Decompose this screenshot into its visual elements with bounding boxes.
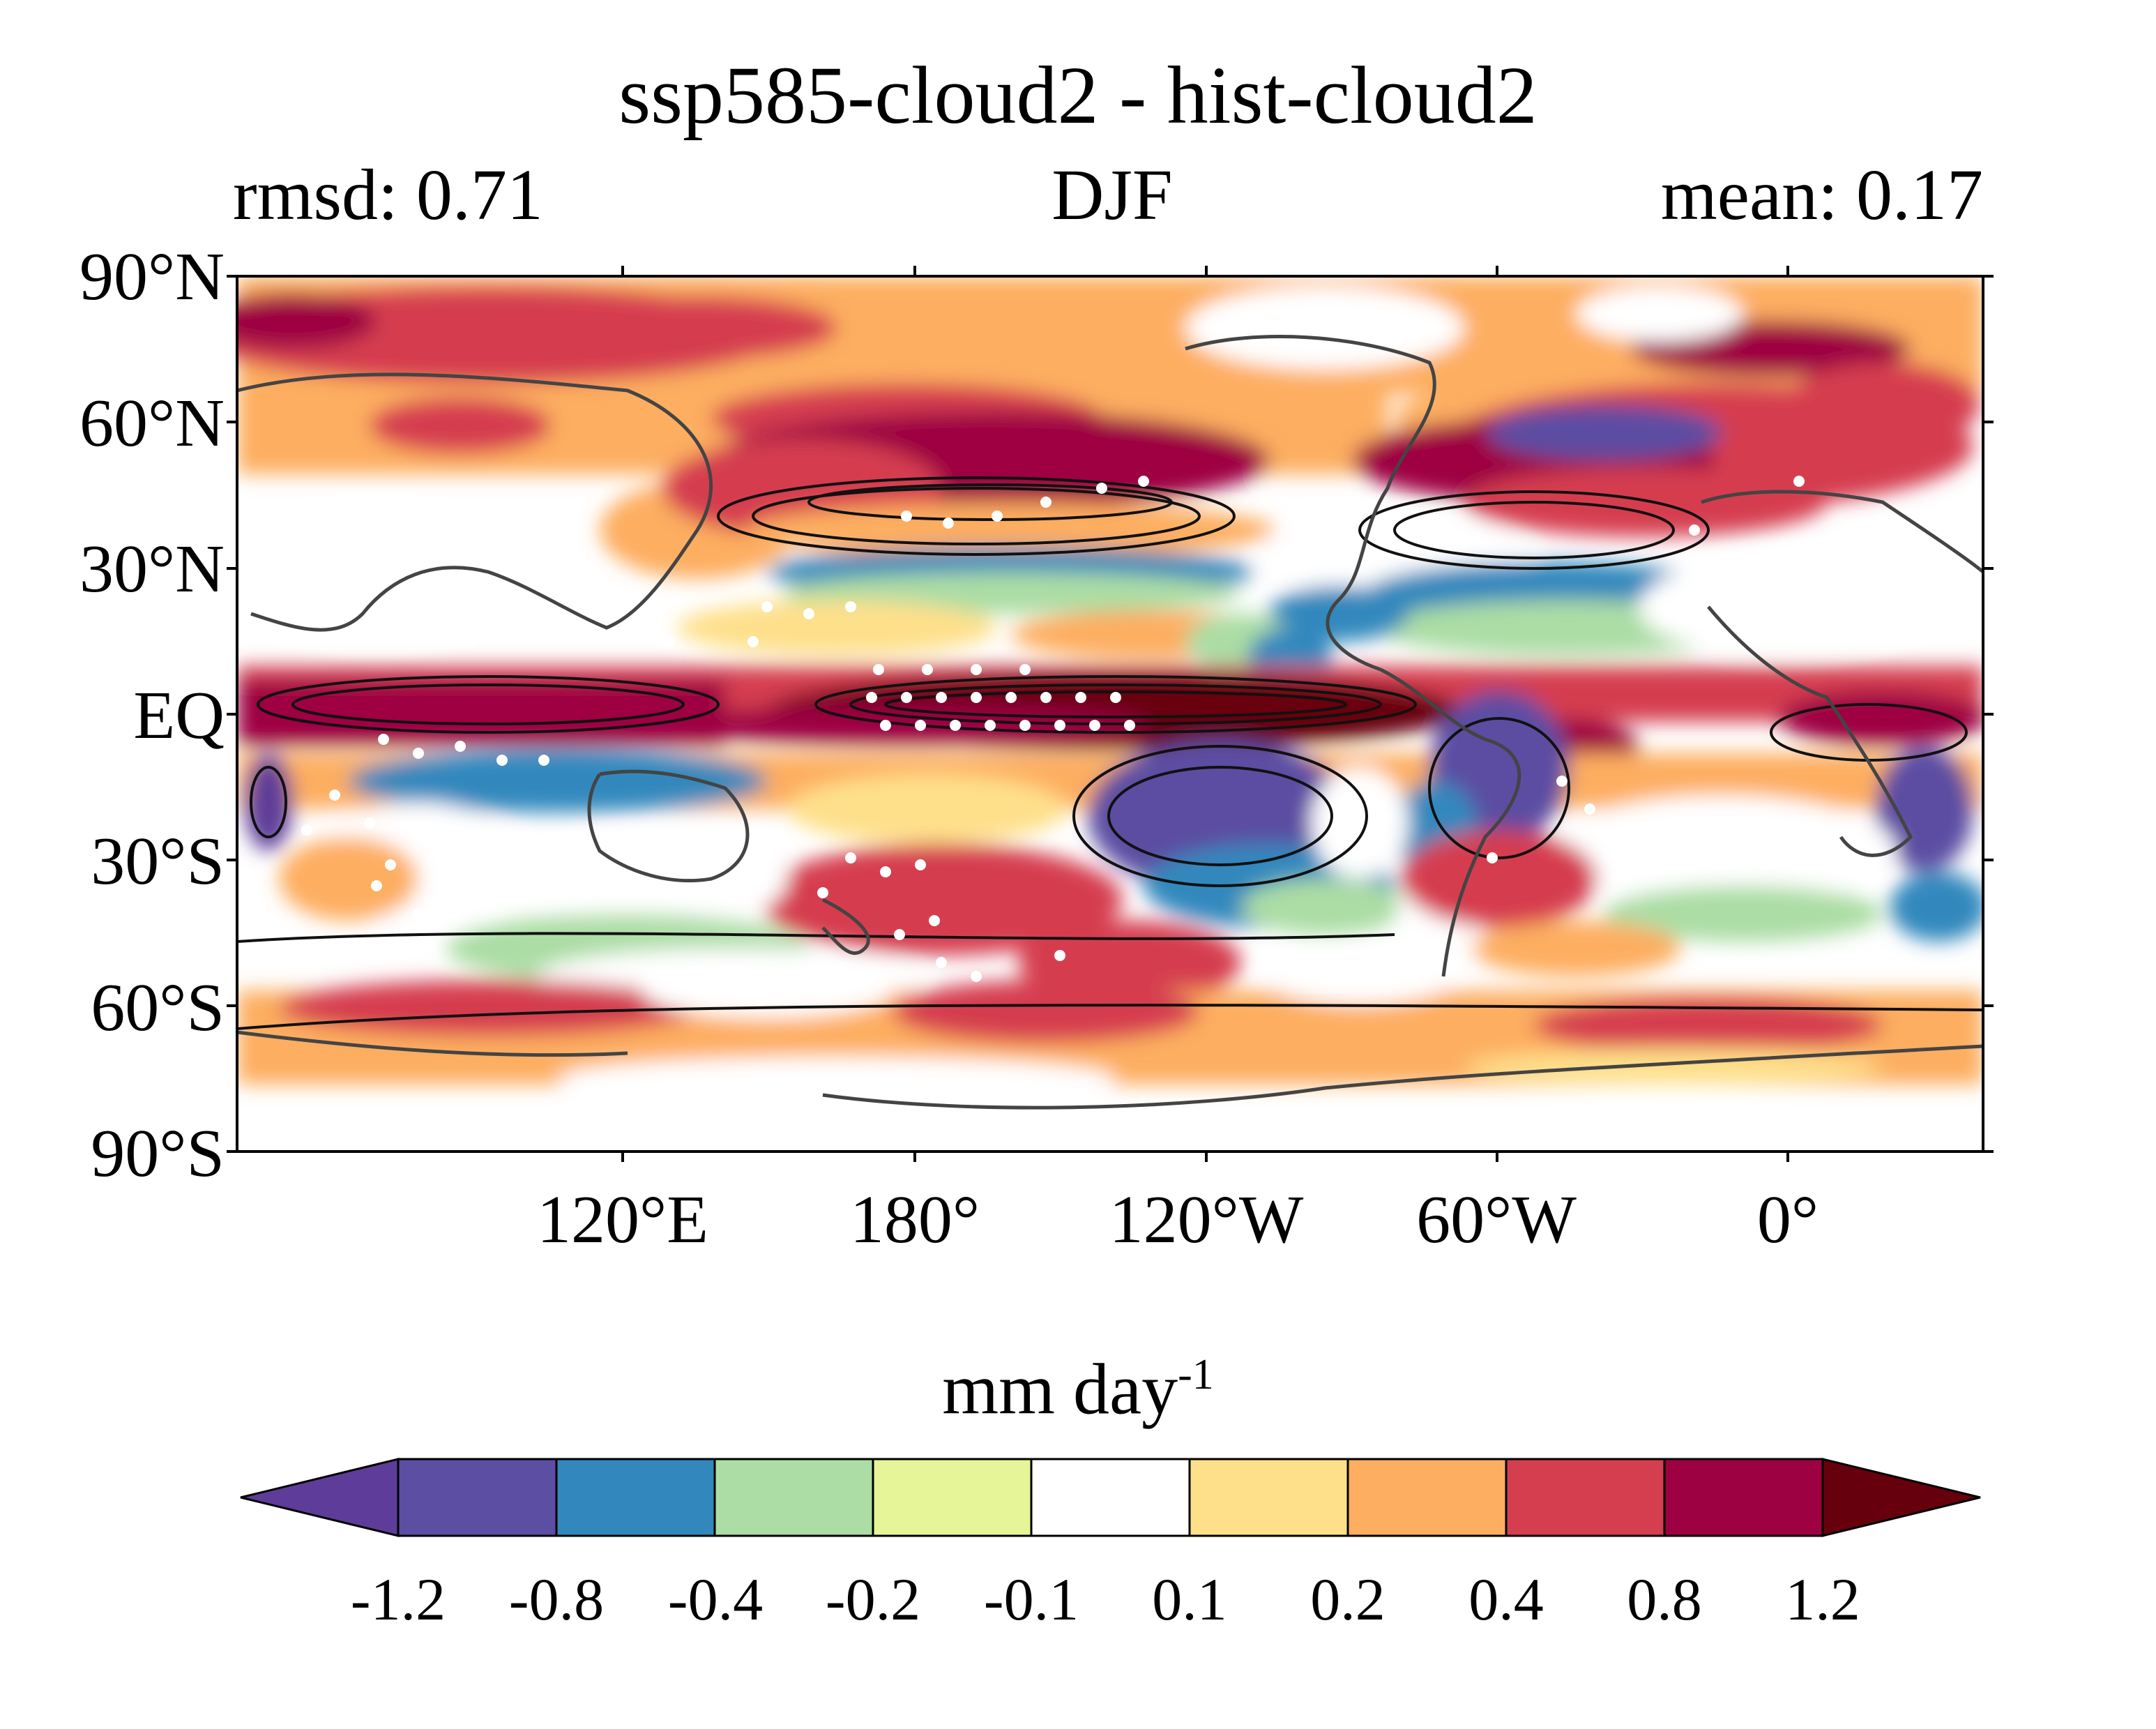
colorbar-segment [1505, 1458, 1666, 1537]
colorbar-segment [1346, 1458, 1508, 1537]
colorbar-tick-label: 1.2 [1785, 1566, 1860, 1633]
colorbar-tick-label: 0.4 [1468, 1566, 1544, 1633]
colorbar-under-triangle [240, 1458, 400, 1537]
lon-tick-label-120e: 120°E [536, 1182, 709, 1258]
lon-tick-label-180: 180° [849, 1182, 980, 1258]
colorbar-segment [1663, 1458, 1824, 1537]
axis-ticks [227, 266, 1994, 1162]
colorbar-tick-label: 0.8 [1627, 1566, 1702, 1633]
colorbar-tick-label: -0.4 [667, 1566, 764, 1633]
colorbar-tick-label: 0.2 [1310, 1566, 1386, 1633]
map-field [237, 276, 1983, 1152]
lat-tick-label-30n: 30°N [79, 531, 225, 607]
colorbar-segment [1188, 1458, 1349, 1537]
unit-exponent: -1 [1178, 1351, 1214, 1398]
lat-tick-label-30s: 30°S [91, 824, 225, 899]
colorbar-segment [555, 1458, 716, 1537]
colorbar-tick-label: -1.2 [350, 1566, 446, 1633]
colorbar-unit-label: mm day-1 [0, 1353, 2156, 1426]
map-title: ssp585-cloud2 - hist-cloud2 [618, 50, 1538, 141]
lat-tick-label-eq: EQ [133, 678, 225, 753]
lon-tick-label-60w: 60°W [1416, 1182, 1577, 1258]
colorbar-tick-label: -0.2 [825, 1566, 921, 1633]
colorbar-tick-label: -0.8 [508, 1566, 605, 1633]
lat-tick-label-60n: 60°N [79, 386, 225, 461]
colorbar-segment [1030, 1458, 1191, 1537]
colorbar-tick-label: 0.1 [1152, 1566, 1227, 1633]
lat-tick-label-60s: 60°S [91, 970, 225, 1045]
contour-lines [237, 476, 1983, 1030]
coastlines [237, 335, 1983, 1110]
colorbar-segment [397, 1458, 558, 1537]
lat-tick-label-90n: 90°N [79, 239, 225, 315]
unit-base: mm day [942, 1349, 1178, 1430]
colorbar-over-triangle [1821, 1458, 1981, 1537]
colorbar-tick-label: -0.1 [983, 1566, 1079, 1633]
mean-label: mean: 0.17 [1660, 155, 1983, 235]
lon-tick-label-120w: 120°W [1109, 1182, 1304, 1258]
lat-tick-label-90s: 90°S [91, 1116, 225, 1191]
colorbar-segment [872, 1458, 1033, 1537]
colorbar-segment [713, 1458, 874, 1537]
season-label: DJF [1052, 155, 1173, 235]
significance-stippling [301, 476, 1805, 982]
colorbar [240, 1458, 1981, 1537]
lon-tick-label-0: 0° [1756, 1182, 1819, 1258]
rmsd-label: rmsd: 0.71 [233, 155, 543, 235]
